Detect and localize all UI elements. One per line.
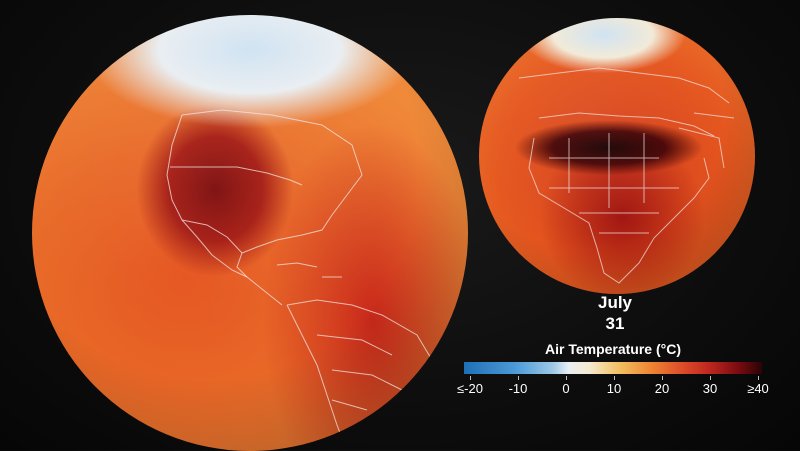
legend-tick-label: 10	[606, 381, 622, 396]
europe-coastline	[518, 67, 730, 104]
caribbean-islands	[276, 262, 342, 278]
americas-borders	[166, 109, 433, 451]
legend-tick-label: ≥40	[747, 381, 769, 396]
legend-tick-mark	[518, 376, 519, 380]
us-mexico-border	[181, 219, 243, 254]
legend-title: Air Temperature (°C)	[544, 341, 682, 357]
legend-tick-mark	[710, 376, 711, 380]
middle-east-borders	[678, 112, 735, 169]
temperature-color-scale	[464, 362, 762, 374]
us-canada-border	[170, 166, 303, 186]
north-america-coastline	[181, 109, 363, 306]
south-america-coastline	[286, 299, 433, 451]
mediterranean-coast	[538, 112, 715, 137]
date-day: 31	[605, 314, 625, 333]
africa-europe-globe	[479, 18, 755, 294]
south-america-borders	[316, 334, 403, 411]
africa-country-borders	[549, 133, 679, 234]
legend-tick-label: -10	[508, 381, 528, 396]
date-month: July	[597, 293, 633, 312]
west-coast	[166, 114, 248, 278]
legend-tick-label: 0	[562, 381, 570, 396]
legend-tick-mark	[614, 376, 615, 380]
legend-tick-mark	[758, 376, 759, 380]
legend-tick-label: 30	[702, 381, 718, 396]
legend-tick-mark	[566, 376, 567, 380]
legend-tick-label: 20	[654, 381, 670, 396]
americas-globe	[32, 15, 468, 451]
legend-tick-mark	[470, 376, 471, 380]
globe-shading	[479, 18, 755, 294]
globe-shading	[32, 15, 468, 451]
legend-tick-label: ≤-20	[457, 381, 483, 396]
legend-tick-mark	[662, 376, 663, 380]
africa-borders	[518, 67, 735, 284]
africa-coastline	[528, 137, 710, 284]
